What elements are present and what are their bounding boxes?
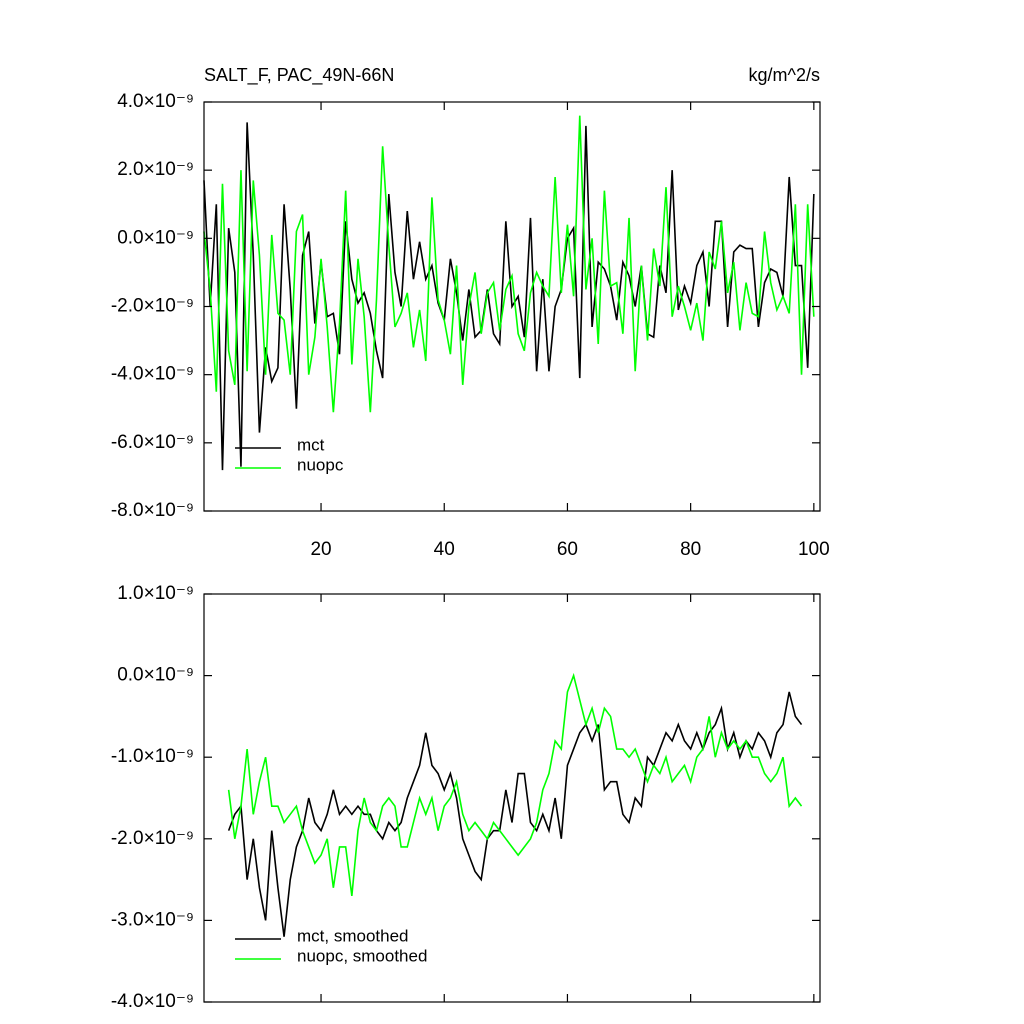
series-line [203,122,815,471]
y-tick-label: -4.0×10⁻⁹ [111,991,194,1012]
y-tick-label: -8.0×10⁻⁹ [111,500,194,521]
y-tick-label: -6.0×10⁻⁹ [111,432,194,453]
y-tick-label: -1.0×10⁻⁹ [111,746,194,767]
legend-label: nuopc, smoothed [297,946,427,965]
legend-label: mct, smoothed [297,926,409,945]
y-tick-label: 2.0×10⁻⁹ [117,159,194,180]
y-tick-label: 0.0×10⁻⁹ [117,227,194,248]
legend-label: mct [297,435,325,454]
x-tick-label: 80 [680,539,701,560]
plot-frame [203,593,821,1003]
unit-label: kg/m^2/s [749,65,820,85]
y-tick-label: -2.0×10⁻⁹ [111,296,194,317]
series-line [227,672,803,897]
y-tick-label: 0.0×10⁻⁹ [117,665,194,686]
y-tick-label: -3.0×10⁻⁹ [111,909,194,930]
series-line [227,691,803,937]
x-tick-label: 40 [434,539,455,560]
y-tick-label: -2.0×10⁻⁹ [111,828,194,849]
y-tick-label: -4.0×10⁻⁹ [111,364,194,385]
x-tick-label: 100 [798,539,830,560]
chart-title: SALT_F, PAC_49N-66N [204,65,394,86]
y-tick-label: 1.0×10⁻⁹ [117,583,194,604]
x-tick-label: 20 [310,539,331,560]
x-tick-label: 60 [557,539,578,560]
y-tick-label: 4.0×10⁻⁹ [117,91,194,112]
series-line [203,115,815,413]
legend-label: nuopc [297,455,344,474]
